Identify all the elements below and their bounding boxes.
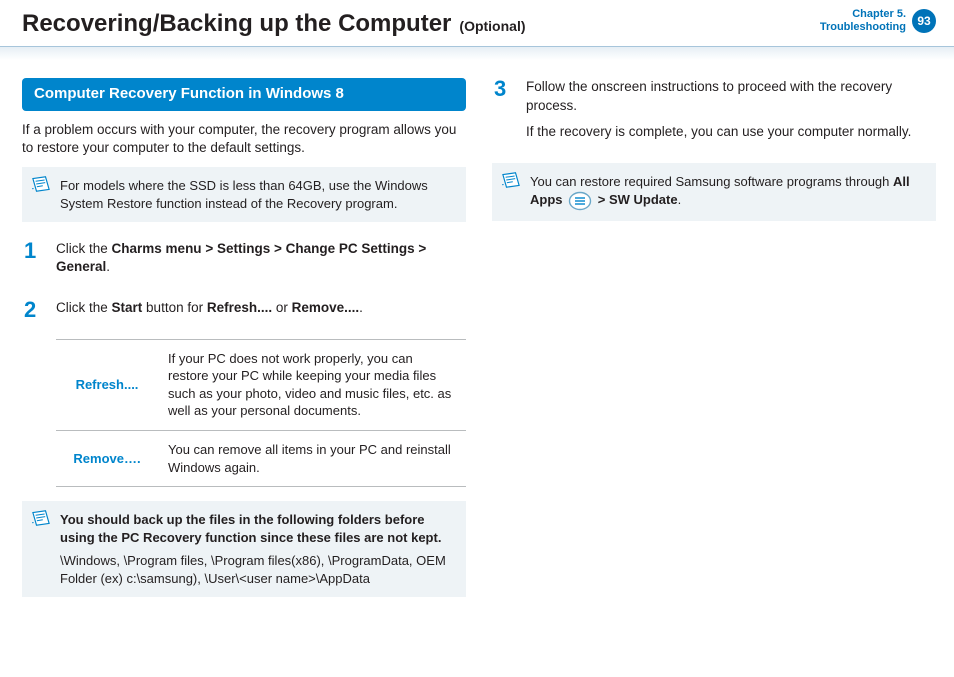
page-title: Recovering/Backing up the Computer	[22, 8, 451, 40]
note-backup-content: You should back up the files in the foll…	[60, 511, 454, 587]
page-number-badge: 93	[912, 9, 936, 33]
note-icon	[30, 175, 52, 193]
options-table: Refresh.... If your PC does not work pro…	[56, 339, 466, 487]
intro-paragraph: If a problem occurs with your computer, …	[22, 121, 466, 157]
step-3-p2: If the recovery is complete, you can use…	[526, 123, 936, 141]
right-column: 3 Follow the onscreen instructions to pr…	[492, 78, 936, 615]
header-divider	[0, 46, 954, 60]
remove-desc: You can remove all items in your PC and …	[158, 431, 466, 487]
table-row: Refresh.... If your PC does not work pro…	[56, 339, 466, 430]
note-swupdate: You can restore required Samsung softwar…	[492, 163, 936, 221]
note-swupdate-text: You can restore required Samsung softwar…	[530, 174, 910, 207]
step-2-text: Click the Start button for Refresh.... o…	[56, 299, 466, 317]
note-backup: You should back up the files in the foll…	[22, 501, 466, 597]
left-column: Computer Recovery Function in Windows 8 …	[22, 78, 466, 615]
step-1: 1 Click the Charms menu > Settings > Cha…	[22, 240, 466, 284]
note-icon	[30, 509, 52, 527]
page-header: Recovering/Backing up the Computer (Opti…	[0, 0, 954, 40]
step-1-body: Click the Charms menu > Settings > Chang…	[56, 240, 466, 284]
step-3-p1: Follow the onscreen instructions to proc…	[526, 78, 936, 114]
note-ssd-text: For models where the SSD is less than 64…	[60, 178, 428, 211]
refresh-label: Refresh....	[56, 339, 158, 430]
remove-label: Remove….	[56, 431, 158, 487]
chapter-line2: Troubleshooting	[820, 21, 906, 34]
step-3: 3 Follow the onscreen instructions to pr…	[492, 78, 936, 149]
content-columns: Computer Recovery Function in Windows 8 …	[0, 60, 954, 615]
note-backup-folders: \Windows, \Program files, \Program files…	[60, 552, 454, 587]
step-1-text: Click the Charms menu > Settings > Chang…	[56, 240, 466, 276]
note-backup-bold: You should back up the files in the foll…	[60, 512, 441, 545]
section-heading: Computer Recovery Function in Windows 8	[22, 78, 466, 110]
step-3-body: Follow the onscreen instructions to proc…	[526, 78, 936, 149]
menu-circle-icon	[568, 191, 592, 211]
note-ssd: For models where the SSD is less than 64…	[22, 167, 466, 222]
page-subtitle: (Optional)	[459, 17, 525, 36]
step-number-1: 1	[24, 240, 42, 284]
chapter-line1: Chapter 5.	[820, 8, 906, 21]
table-row: Remove…. You can remove all items in you…	[56, 431, 466, 487]
note-icon	[500, 171, 522, 189]
step-2: 2 Click the Start button for Refresh....…	[22, 299, 466, 325]
chapter-block: Chapter 5. Troubleshooting 93	[820, 8, 936, 33]
step-number-3: 3	[494, 78, 512, 149]
refresh-desc: If your PC does not work properly, you c…	[158, 339, 466, 430]
title-wrap: Recovering/Backing up the Computer (Opti…	[22, 8, 526, 40]
chapter-text: Chapter 5. Troubleshooting	[820, 8, 906, 33]
step-2-body: Click the Start button for Refresh.... o…	[56, 299, 466, 325]
step-number-2: 2	[24, 299, 42, 325]
